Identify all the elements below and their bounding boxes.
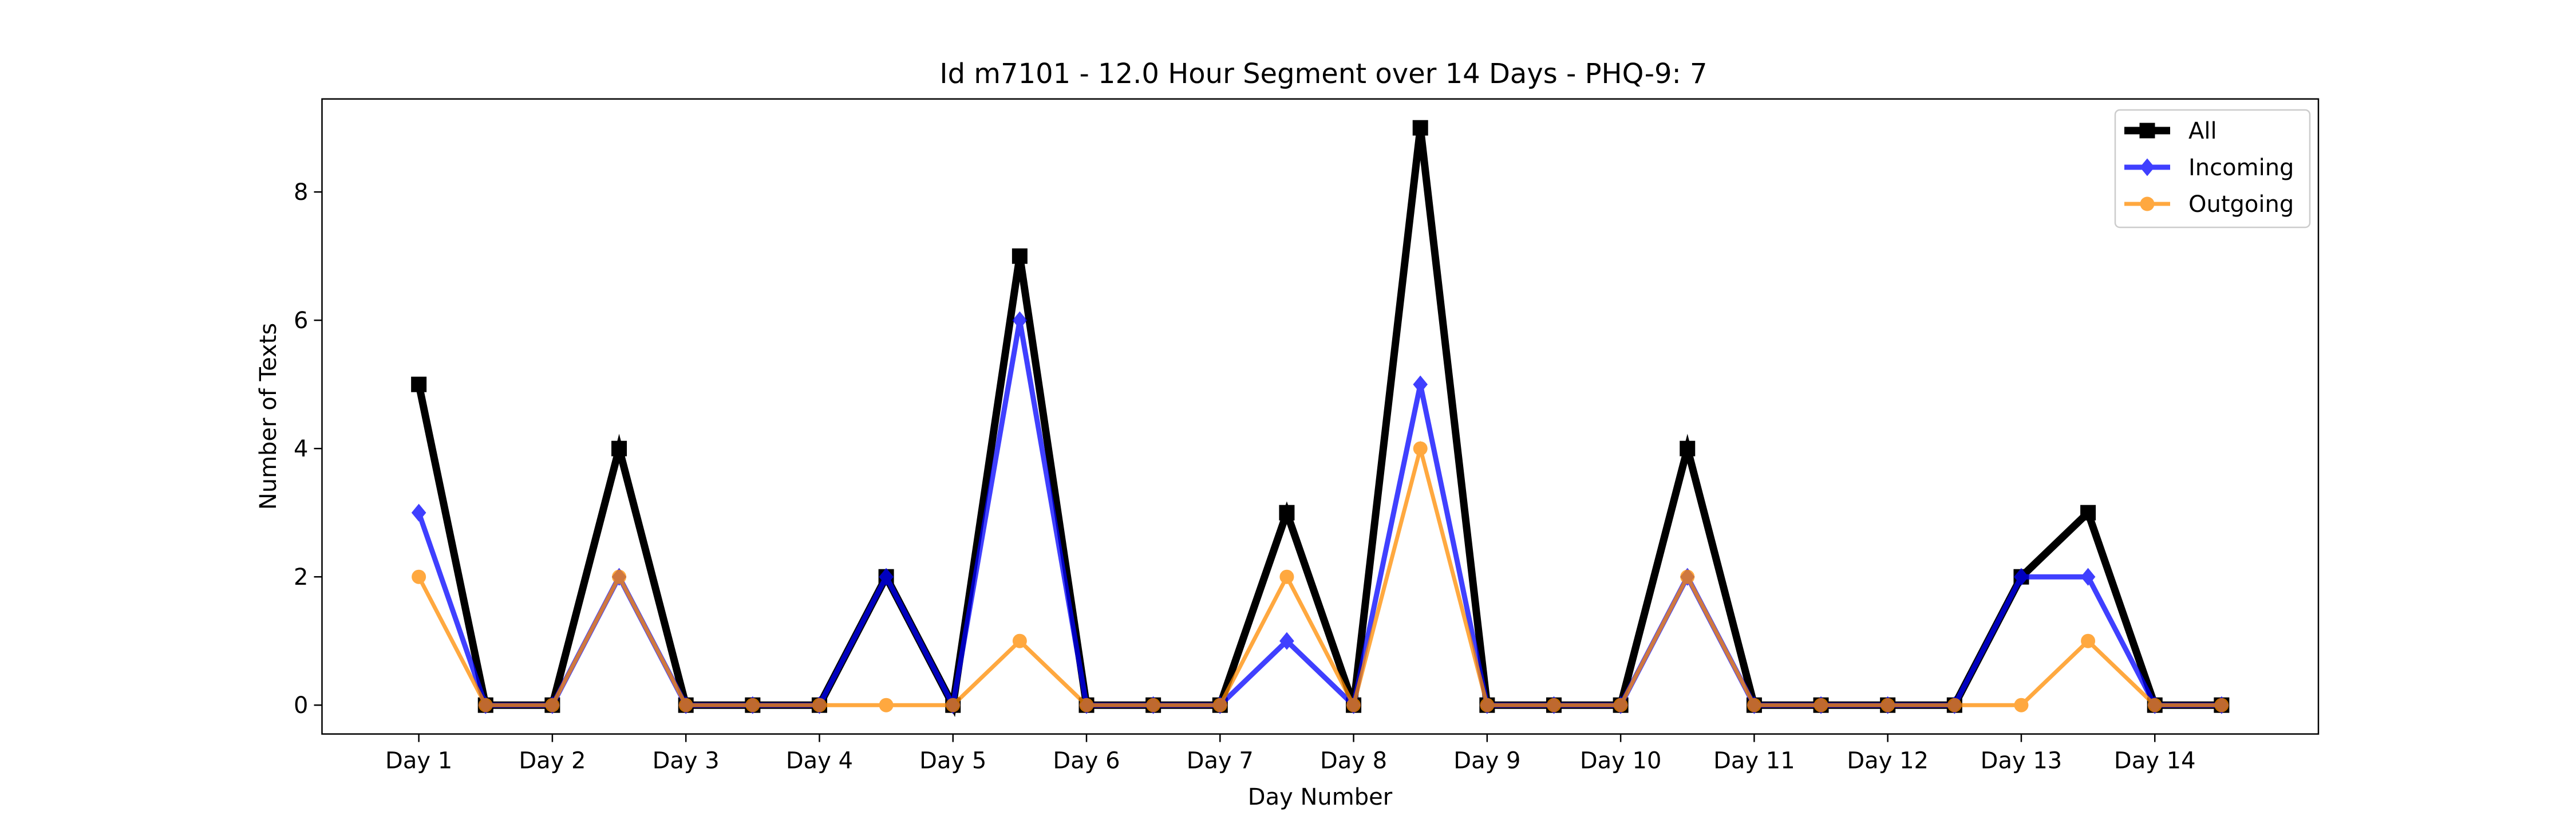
data-point-outgoing bbox=[1146, 698, 1161, 712]
data-point-outgoing bbox=[2214, 698, 2229, 712]
legend-label-all: All bbox=[2188, 118, 2217, 144]
legend-marker-outgoing bbox=[2140, 196, 2155, 211]
data-point-incoming bbox=[2080, 568, 2096, 586]
x-tick-label: Day 7 bbox=[1187, 748, 1254, 774]
data-point-outgoing bbox=[1480, 698, 1495, 712]
data-point-outgoing bbox=[745, 698, 760, 712]
data-point-incoming bbox=[879, 568, 894, 586]
x-tick-label: Day 12 bbox=[1847, 748, 1929, 774]
series-line-all bbox=[415, 127, 2222, 717]
legend-item-outgoing bbox=[2124, 196, 2170, 211]
x-tick-label: Day 8 bbox=[1320, 748, 1387, 774]
series-all bbox=[411, 120, 2230, 717]
data-point-outgoing bbox=[1012, 633, 1027, 648]
x-tick-label: Day 11 bbox=[1713, 748, 1795, 774]
data-point-outgoing bbox=[1947, 698, 1962, 712]
axis-ticks: Day 1 Day 2 Day 3 Day 4 Day 5 Day 6 Day 7 Day 8… bbox=[294, 179, 2195, 774]
y-tick-label: 8 bbox=[294, 179, 308, 206]
data-point-all bbox=[2080, 505, 2096, 521]
y-axis-label: Number of Texts bbox=[255, 323, 282, 510]
data-point-outgoing bbox=[678, 698, 693, 712]
y-tick-label: 6 bbox=[294, 308, 308, 334]
data-point-all bbox=[1279, 505, 1295, 521]
x-tick-label: Day 9 bbox=[1453, 748, 1520, 774]
data-point-all bbox=[411, 376, 427, 392]
data-point-incoming bbox=[1279, 632, 1294, 650]
data-point-outgoing bbox=[879, 698, 894, 712]
x-tick-label: Day 14 bbox=[2114, 748, 2196, 774]
legend-item-all bbox=[2124, 123, 2170, 139]
legend: All Incoming Outgoing bbox=[2114, 109, 2311, 229]
data-point-outgoing bbox=[1212, 698, 1227, 712]
series-incoming bbox=[411, 311, 2229, 714]
data-point-outgoing bbox=[1613, 698, 1628, 712]
data-point-incoming bbox=[411, 503, 426, 522]
data-point-outgoing bbox=[2014, 698, 2029, 712]
legend-box bbox=[2114, 109, 2311, 229]
plot-frame bbox=[321, 98, 2320, 735]
series-outgoing bbox=[412, 440, 2229, 712]
data-point-outgoing bbox=[946, 698, 961, 712]
legend-item-incoming bbox=[2124, 158, 2170, 176]
data-point-outgoing bbox=[1079, 698, 1094, 712]
data-point-outgoing bbox=[1546, 698, 1561, 712]
legend-marker-incoming bbox=[2140, 158, 2155, 176]
data-point-outgoing bbox=[1880, 698, 1895, 712]
x-tick-label: Day 10 bbox=[1580, 748, 1662, 774]
x-tick-label: Day 1 bbox=[385, 748, 452, 774]
x-tick-label: Day 4 bbox=[786, 748, 853, 774]
data-point-outgoing bbox=[545, 698, 560, 712]
series-line-incoming bbox=[416, 320, 2222, 714]
data-point-all bbox=[1412, 120, 1428, 136]
x-axis-label: Day Number bbox=[1248, 784, 1393, 810]
data-point-outgoing bbox=[478, 698, 493, 712]
data-point-outgoing bbox=[612, 569, 627, 584]
x-tick-label: Day 2 bbox=[519, 748, 586, 774]
data-point-outgoing bbox=[1680, 569, 1695, 584]
data-point-outgoing bbox=[1279, 569, 1294, 584]
data-point-incoming bbox=[2014, 568, 2029, 586]
legend-label-incoming: Incoming bbox=[2188, 155, 2294, 181]
x-tick-label: Day 6 bbox=[1053, 748, 1120, 774]
data-point-outgoing bbox=[2147, 698, 2162, 712]
x-tick-label: Day 3 bbox=[653, 748, 720, 774]
y-tick-label: 2 bbox=[294, 564, 308, 590]
data-point-all bbox=[1680, 440, 1696, 456]
data-point-all bbox=[1012, 248, 1028, 264]
legend-label-outgoing: Outgoing bbox=[2188, 191, 2294, 218]
data-point-outgoing bbox=[1413, 441, 1428, 456]
data-point-incoming bbox=[1012, 311, 1028, 329]
data-point-outgoing bbox=[2081, 633, 2096, 648]
series-line-outgoing bbox=[417, 440, 2222, 711]
chart-title: Id m7101 - 12.0 Hour Segment over 14 Day… bbox=[939, 58, 1707, 90]
x-tick-label: Day 13 bbox=[1981, 748, 2063, 774]
series-layer bbox=[411, 120, 2230, 717]
data-point-outgoing bbox=[1346, 698, 1361, 712]
x-tick-label: Day 5 bbox=[919, 748, 986, 774]
data-point-all bbox=[611, 440, 627, 456]
data-point-outgoing bbox=[412, 569, 426, 584]
y-tick-label: 0 bbox=[294, 692, 308, 719]
data-point-incoming bbox=[1413, 375, 1428, 393]
data-point-outgoing bbox=[1814, 698, 1828, 712]
legend-marker-all bbox=[2139, 123, 2155, 139]
y-tick-label: 4 bbox=[294, 436, 308, 462]
data-point-outgoing bbox=[1747, 698, 1761, 712]
data-point-outgoing bbox=[812, 698, 827, 712]
